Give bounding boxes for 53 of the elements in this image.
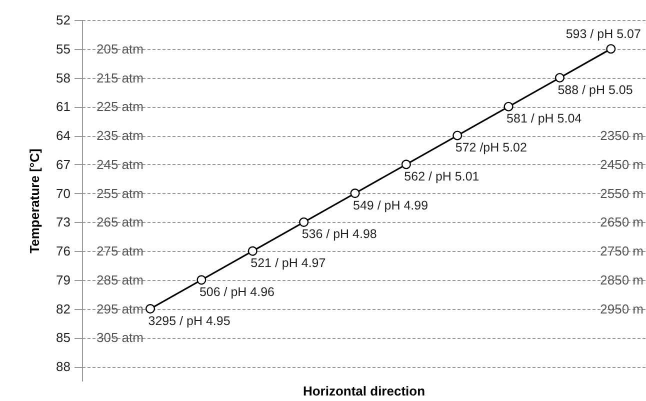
y3-tick-label: 205 atm (96, 41, 144, 56)
point (452, 130, 462, 140)
y3-tick-label: 225 atm (96, 99, 144, 114)
y2-tick-label: 2550 m (600, 186, 644, 201)
annotation: 506 / pH 4.96 (199, 284, 275, 299)
y-tick-label: 55 (56, 41, 70, 56)
y3-tick-label: 255 atm (96, 186, 144, 201)
y-axis-title: Temperature [°C] (27, 148, 42, 254)
x-axis-title: Horizontal direction (302, 384, 426, 398)
y-tick-label: 85 (56, 330, 70, 346)
y-tick-label: 61 (56, 99, 70, 114)
annotation: 549 / pH 4.99 (353, 198, 428, 212)
y3-tick-label: 235 atm (96, 128, 144, 144)
point (350, 188, 360, 198)
point (248, 246, 258, 256)
y3-tick-label: 285 atm (96, 272, 144, 288)
y3-tick-label: 245 atm (96, 156, 144, 172)
point (401, 160, 411, 170)
point (504, 102, 514, 112)
annotation: 536 / pH 4.98 (302, 227, 377, 242)
y3-tick-label: 215 atm (96, 70, 144, 86)
point (554, 72, 565, 83)
point (606, 44, 616, 54)
y3-tick-label: 265 atm (96, 214, 144, 230)
annotation: 588 / pH 5.05 (558, 82, 633, 97)
point (196, 275, 206, 285)
y3-tick-label: 295 atm (96, 301, 144, 316)
y-tick-label: 73 (56, 214, 70, 230)
y-tick-label: 88 (56, 359, 70, 374)
annotation: 581 / pH 5.04 (506, 112, 582, 126)
annotation: 3295 / pH 4.95 (148, 314, 230, 328)
annotation: 593 / pH 5.07 (566, 26, 641, 41)
y2-tick-label: 2450 m (600, 156, 644, 172)
y3-tick-label: 275 atm (96, 244, 144, 259)
y-tick-label: 67 (56, 156, 70, 172)
point (145, 304, 156, 314)
point (299, 217, 309, 227)
y3-tick-label: 305 atm (96, 330, 144, 346)
y2-tick-label: 2350 m (600, 128, 644, 144)
y-tick-label: 70 (56, 186, 70, 201)
annotation: 521 / pH 4.97 (250, 256, 326, 270)
y-tick-label: 82 (56, 301, 70, 316)
y2-tick-label: 2850 m (600, 272, 644, 288)
y-tick-label: 64 (56, 128, 70, 144)
y2-tick-label: 2950 m (600, 301, 644, 316)
annotation: 562 / pH 5.01 (404, 169, 480, 184)
annotation: 572 /pH 5.02 (455, 140, 527, 155)
y2-tick-label: 2650 m (600, 214, 644, 230)
y-tick-label: 76 (56, 244, 70, 259)
y-tick-label: 52 (56, 12, 70, 28)
y2-tick-label: 2750 m (600, 244, 644, 259)
y-tick-label: 79 (56, 272, 70, 288)
y-tick-label: 58 (56, 70, 70, 86)
